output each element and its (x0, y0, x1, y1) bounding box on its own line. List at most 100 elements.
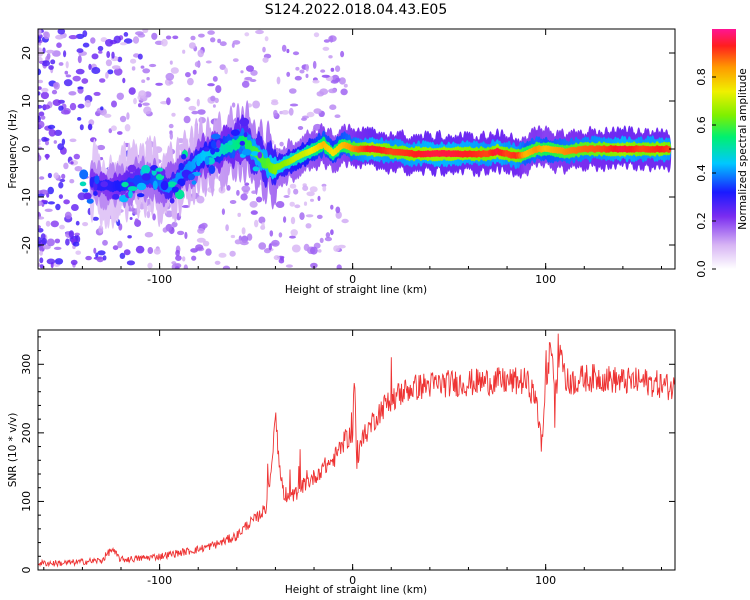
noise-speckle (231, 102, 236, 108)
noise-speckle (261, 222, 265, 229)
track-blob (239, 140, 245, 146)
noise-speckle (292, 51, 300, 56)
track-blob (86, 198, 94, 204)
noise-speckle (280, 257, 284, 261)
noise-speckle (107, 69, 114, 75)
top-xtick-label: -100 (147, 273, 172, 286)
noise-speckle (262, 46, 266, 53)
track-blob (196, 159, 201, 167)
noise-speckle (140, 65, 145, 69)
snr-series-layer (38, 333, 675, 568)
noise-speckle (222, 265, 230, 269)
noise-speckle (38, 262, 41, 267)
noise-speckle (287, 187, 291, 196)
noise-speckle (43, 31, 50, 40)
noise-speckle (330, 79, 339, 84)
bottom-ticks: -100 0 100 0 100 200 300 (20, 330, 675, 587)
noise-speckle (97, 45, 104, 52)
track-blob (187, 173, 195, 181)
noise-speckle (335, 65, 341, 72)
noise-speckle (330, 67, 335, 72)
noise-speckle (119, 252, 126, 259)
noise-speckle (57, 143, 65, 151)
track-blob (100, 181, 108, 188)
noise-speckle (65, 238, 70, 246)
noise-speckle (212, 104, 216, 108)
noise-speckle (45, 220, 51, 227)
noise-speckle (68, 91, 77, 96)
noise-speckle (117, 240, 123, 249)
track-blob (82, 188, 89, 193)
noise-speckle (310, 198, 314, 202)
noise-speckle (197, 49, 204, 58)
track-blob (171, 186, 179, 193)
colorbar-gradient (712, 29, 736, 269)
noise-speckle (39, 61, 43, 64)
snr-panel: -100 0 100 0 100 200 300 Height of straight li… (7, 329, 676, 596)
noise-speckle (214, 97, 219, 104)
noise-speckle (329, 35, 334, 43)
noise-speckle (255, 29, 264, 35)
colorbar: 0.0 0.2 0.4 0.6 0.8 Normalized spectral ampl… (695, 29, 749, 278)
noise-speckle (191, 255, 197, 261)
noise-speckle (232, 40, 241, 45)
noise-speckle (97, 144, 106, 151)
noise-speckle (102, 255, 107, 261)
noise-speckle (50, 59, 56, 65)
noise-speckle (64, 70, 69, 75)
noise-speckle (73, 153, 81, 160)
noise-speckle (38, 104, 43, 109)
noise-speckle (200, 222, 208, 229)
track-blob (214, 147, 220, 153)
noise-speckle (38, 91, 41, 96)
noise-speckle (289, 183, 297, 189)
noise-speckle (38, 225, 41, 229)
noise-speckle (58, 62, 64, 66)
noise-speckle (74, 232, 80, 236)
noise-speckle (271, 239, 280, 247)
track-blob (241, 148, 252, 156)
noise-speckle (323, 39, 330, 43)
noise-speckle (258, 216, 266, 224)
noise-speckle (289, 235, 296, 239)
noise-speckle (328, 55, 333, 59)
noise-speckle (153, 248, 161, 255)
noise-speckle (250, 69, 258, 76)
noise-speckle (70, 259, 78, 265)
bottom-ylabel: SNR (10 * v/v) (7, 413, 19, 488)
noise-speckle (38, 36, 41, 43)
noise-speckle (55, 203, 61, 211)
noise-speckle (126, 260, 135, 266)
noise-speckle (133, 97, 137, 105)
noise-speckle (172, 35, 179, 40)
noise-speckle (258, 242, 267, 250)
track-blob (79, 181, 87, 187)
noise-speckle (77, 55, 82, 64)
noise-speckle (46, 49, 55, 54)
noise-speckle (38, 193, 45, 197)
colorbar-tick-label: 0.0 (695, 260, 708, 278)
noise-speckle (299, 212, 305, 221)
noise-speckle (63, 162, 69, 170)
top-xtick-label: 0 (349, 273, 356, 286)
noise-speckle (319, 237, 324, 243)
noise-speckle (225, 224, 229, 232)
track-blob (141, 173, 151, 181)
noise-speckle (250, 210, 258, 215)
bottom-xtick-label: 0 (349, 574, 356, 587)
noise-speckle (268, 243, 272, 251)
noise-speckle (61, 138, 66, 145)
noise-speckle (249, 201, 258, 208)
noise-speckle (195, 244, 204, 251)
noise-speckle (38, 154, 42, 162)
noise-speckle (41, 87, 49, 93)
figure-title: S124.2022.018.04.43.E05 (265, 2, 448, 18)
noise-speckle (44, 208, 53, 212)
noise-speckle (291, 244, 301, 253)
noise-speckle (241, 80, 250, 88)
noise-speckle (126, 112, 130, 120)
noise-speckle (105, 39, 114, 47)
noise-speckle (305, 223, 312, 229)
noise-speckle (289, 201, 295, 207)
noise-speckle (338, 77, 346, 85)
